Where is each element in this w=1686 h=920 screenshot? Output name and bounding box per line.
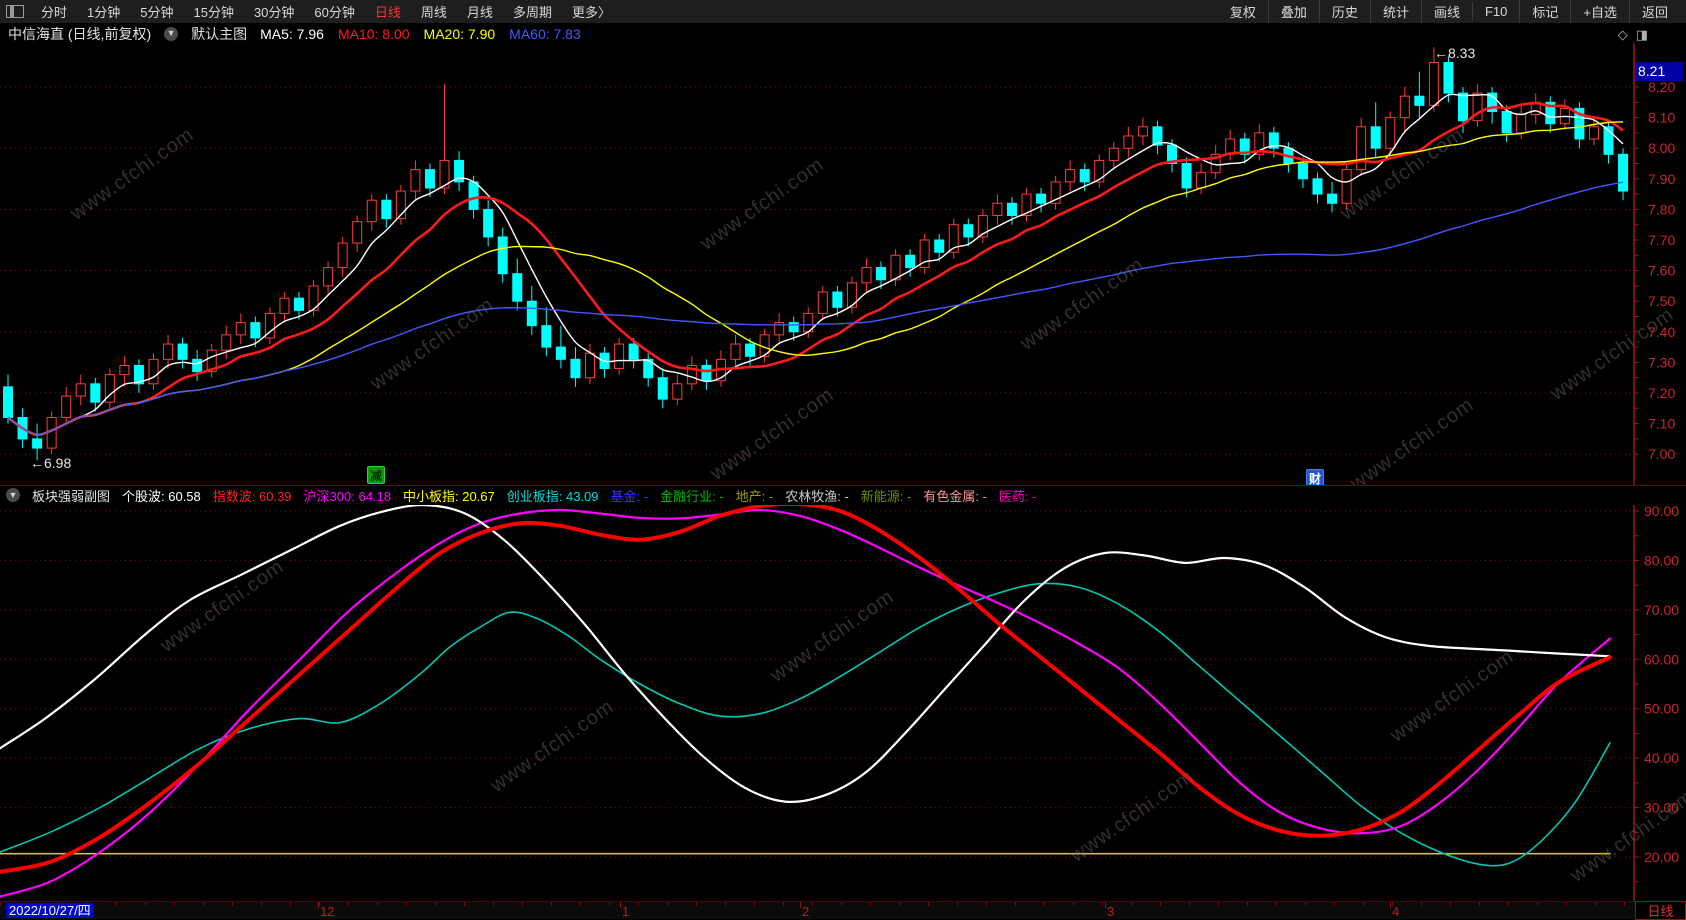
indicator-value-4: 创业板指: 43.09 — [506, 488, 599, 504]
month-tick — [318, 902, 319, 908]
overlay-selector[interactable]: 默认主图 — [191, 25, 248, 42]
indicator-value-11: 医药: - — [998, 488, 1037, 504]
period-tab-9[interactable]: 多周期 — [512, 5, 552, 20]
indicator-value-5: 基金: - — [610, 488, 649, 504]
indicator-value-3: 中小板指: 20.67 — [403, 488, 495, 504]
period-tab-2[interactable]: 5分钟 — [140, 5, 174, 20]
ma-value-2: MA20: 7.90 — [423, 25, 496, 42]
indicator-legend: ▼ 板块强弱副图 个股波: 60.58 指数波: 60.39 沪深300: 64.1… — [0, 486, 1686, 504]
svg-text:40.00: 40.00 — [1644, 750, 1679, 766]
month-label-2: 2 — [802, 904, 810, 919]
svg-text:7.60: 7.60 — [1648, 263, 1675, 279]
svg-text:7.10: 7.10 — [1648, 416, 1675, 432]
main-chart-legend: 中信海直 (日线,前复权) ▼ 默认主图 MA5: 7.96 MA10: 8.00… — [0, 24, 1686, 43]
period-tab-1[interactable]: 1分钟 — [87, 5, 121, 20]
svg-text:7.20: 7.20 — [1648, 385, 1675, 401]
status-bar: 2022/10/27/四 12 1 2 3 4 日线 — [0, 901, 1686, 920]
indicator-value-6: 金融行业: - — [660, 488, 724, 504]
indicator-title[interactable]: 板块强弱副图 — [32, 488, 111, 504]
action-button-1[interactable]: 叠加 — [1267, 0, 1319, 23]
indicator-value-7: 地产: - — [735, 488, 774, 504]
svg-text:30.00: 30.00 — [1644, 800, 1679, 816]
svg-text:7.40: 7.40 — [1648, 324, 1675, 340]
svg-text:7.80: 7.80 — [1648, 201, 1675, 217]
indicator-value-1: 指数波: 60.39 — [212, 488, 292, 504]
stock-title: 中信海直 (日线,前复权) — [8, 25, 152, 42]
current-date: 2022/10/27/四 — [6, 903, 94, 918]
indicator-value-0: 个股波: 60.58 — [122, 488, 201, 504]
top-toolbar: 分时 1分钟 5分钟 15分钟 30分钟 60分钟 日线 周线 月线 多周期 更多〉 复权 叠加 历史统… — [0, 0, 1686, 24]
indicator-value-2: 沪深300: 64.18 — [303, 488, 391, 504]
svg-text:8.20: 8.20 — [1648, 79, 1675, 95]
svg-text:7.50: 7.50 — [1648, 293, 1675, 309]
period-indicator[interactable]: 日线 — [1635, 901, 1686, 920]
action-button-5[interactable]: F10 — [1471, 2, 1519, 21]
period-tab-6[interactable]: 日线 — [374, 5, 401, 20]
action-button-3[interactable]: 统计 — [1369, 0, 1421, 23]
action-button-7[interactable]: +自选 — [1570, 0, 1629, 23]
axis-tick-strip — [0, 902, 1634, 906]
split-pane-icon[interactable]: ◨ — [1635, 27, 1648, 42]
ma-value-3: MA60: 7.83 — [509, 25, 581, 42]
svg-text:8.00: 8.00 — [1648, 140, 1675, 156]
svg-text:8.10: 8.10 — [1648, 110, 1675, 126]
finance-event-badge[interactable]: 财 — [1306, 469, 1324, 485]
period-tab-5[interactable]: 60分钟 — [314, 5, 355, 20]
svg-text:7.90: 7.90 — [1648, 171, 1675, 187]
period-tab-3[interactable]: 15分钟 — [193, 5, 234, 20]
reduce-event-badge[interactable]: 减 — [367, 466, 385, 484]
month-label-1: 1 — [622, 904, 630, 919]
svg-text:50.00: 50.00 — [1644, 701, 1679, 717]
indicator-value-9: 新能源: - — [860, 488, 912, 504]
sector-strength-chart[interactable]: 90.00 80.00 70.00 60.00 50.00 40.00 30.00 20.00… — [0, 505, 1686, 901]
indicator-value-8: 农林牧渔: - — [785, 488, 849, 504]
month-label-0: 12 — [320, 904, 335, 919]
ma-value-0: MA5: 7.96 — [260, 25, 324, 42]
month-tick — [1105, 902, 1106, 908]
period-tabs: 分时 1分钟 5分钟 15分钟 30分钟 60分钟 日线 周线 月线 多周期 更多〉 — [0, 0, 620, 23]
action-button-0[interactable]: 复权 — [1229, 5, 1256, 20]
toolbar-actions: 复权 叠加 历史 统计 画线 F10 标记 +自选 返回 — [1218, 0, 1686, 23]
main-candlestick-chart[interactable]: 8.20 8.10 8.00 7.90 7.80 7.70 7.60 7.50 7.40 7.30… — [0, 43, 1686, 485]
svg-text:80.00: 80.00 — [1644, 552, 1679, 568]
svg-text:60.00: 60.00 — [1644, 651, 1679, 667]
chevron-down-icon[interactable]: ▼ — [164, 26, 179, 41]
ma-legend: MA5: 7.96 MA10: 8.00 MA20: 7.90 MA60: 7.83 — [260, 26, 595, 42]
ma-value-1: MA10: 8.00 — [337, 25, 410, 42]
diamond-icon[interactable]: ◇ — [1617, 27, 1628, 42]
action-button-4[interactable]: 画线 — [1420, 0, 1472, 23]
month-tick — [1390, 902, 1391, 908]
high-annotation: ←8.33 — [1434, 45, 1476, 61]
period-tab-10[interactable]: 更多〉 — [571, 5, 611, 20]
period-tab-4[interactable]: 30分钟 — [253, 5, 295, 20]
last-price-tag: 8.21 — [1635, 62, 1684, 81]
svg-text:7.70: 7.70 — [1648, 232, 1675, 248]
month-tick — [800, 902, 801, 908]
svg-text:20.00: 20.00 — [1644, 849, 1679, 865]
period-tab-8[interactable]: 月线 — [466, 5, 493, 20]
low-annotation: ←6.98 — [30, 455, 72, 471]
action-button-8[interactable]: 返回 — [1628, 0, 1680, 23]
indicator-values: 个股波: 60.58 指数波: 60.39 沪深300: 64.18 中小板指: 20… — [122, 486, 1048, 505]
period-tab-0[interactable]: 分时 — [41, 5, 68, 20]
panel-toggle-icon[interactable] — [6, 5, 24, 18]
action-button-2[interactable]: 历史 — [1318, 0, 1370, 23]
month-label-4: 4 — [1392, 904, 1400, 919]
chevron-down-icon[interactable]: ▼ — [6, 488, 20, 502]
month-label-3: 3 — [1107, 904, 1115, 919]
svg-text:90.00: 90.00 — [1644, 505, 1679, 519]
month-tick — [620, 902, 621, 908]
svg-text:70.00: 70.00 — [1644, 602, 1679, 618]
action-button-6[interactable]: 标记 — [1519, 0, 1570, 23]
indicator-value-10: 有色金属: - — [923, 488, 987, 504]
period-tab-7[interactable]: 周线 — [420, 5, 447, 20]
svg-text:7.00: 7.00 — [1648, 446, 1675, 462]
svg-text:7.30: 7.30 — [1648, 354, 1675, 370]
